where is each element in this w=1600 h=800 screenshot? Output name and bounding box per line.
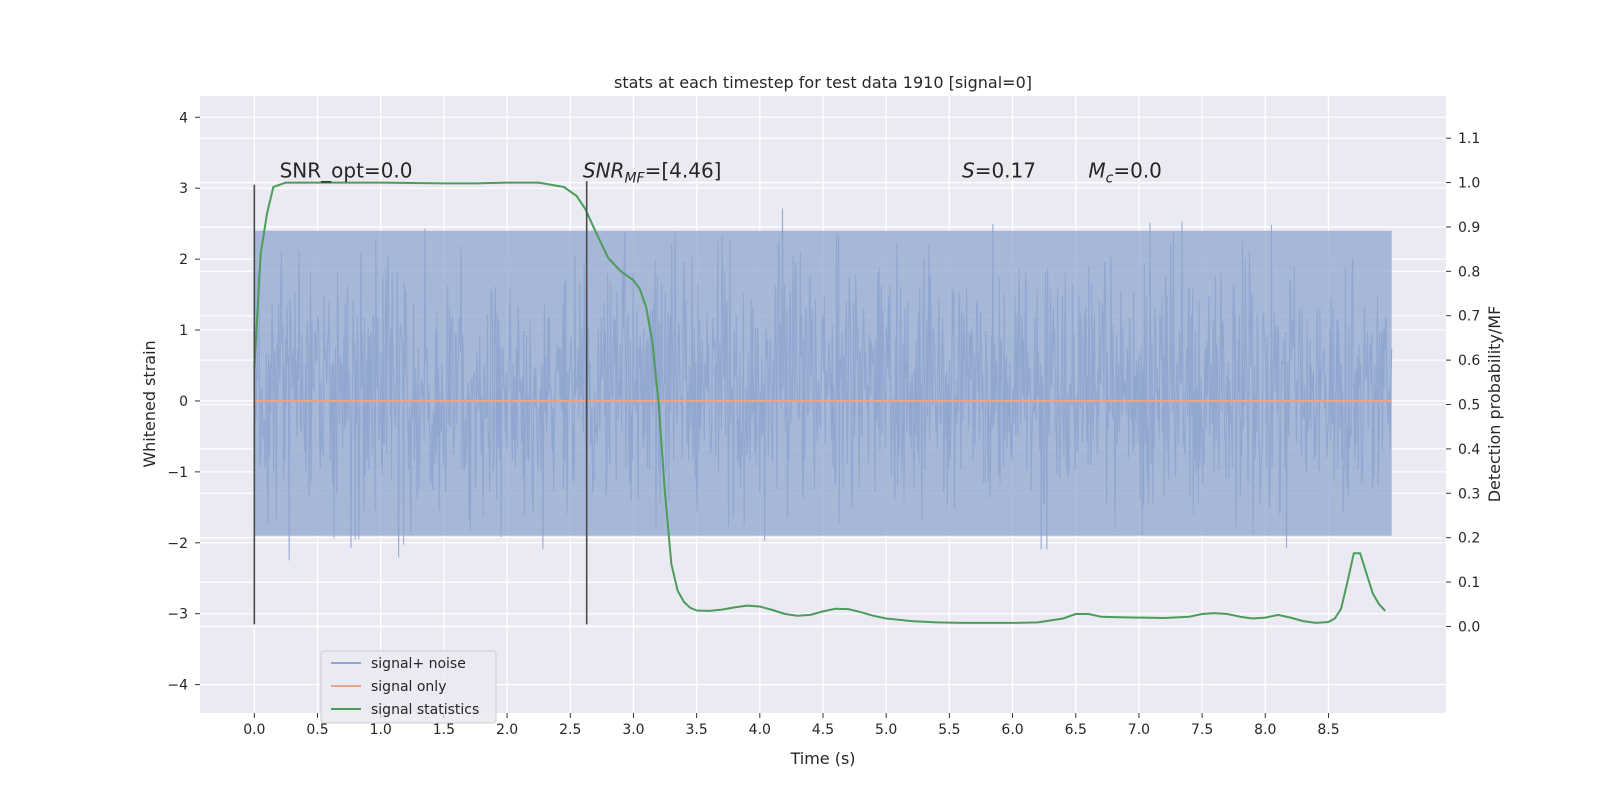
x-tick-label: 2.5 (559, 722, 581, 738)
annotation-0: SNR_opt=0.0 (280, 159, 413, 183)
y-tick-label: −1 (167, 465, 188, 481)
y2-tick-label: 0.3 (1458, 486, 1480, 502)
x-tick-label: 4.5 (812, 722, 834, 738)
y2-tick-label: 0.5 (1458, 398, 1480, 414)
legend-label-signal-statistics: signal statistics (371, 702, 479, 718)
y-tick-label: 3 (179, 181, 188, 197)
y2-tick-label: 0.0 (1458, 619, 1480, 635)
annotations: SNR_opt=0.0 SNRMF=[4.46] S=0.17 Mc=0.0 (280, 159, 1162, 187)
signal-statistics-line (253, 181, 1387, 624)
legend-box (320, 650, 497, 724)
y-tick-label: −2 (167, 536, 188, 552)
x-tick-label: 8.5 (1317, 722, 1339, 738)
y-tick-label: −3 (167, 607, 188, 623)
x-tick-label: 1.0 (370, 722, 392, 738)
signal-noise-series (253, 208, 1393, 561)
annotation-1: SNRMF=[4.46] (583, 159, 722, 187)
x-tick-label: 0.5 (306, 722, 328, 738)
y2-tick-label: 0.8 (1458, 264, 1480, 280)
annotation-2: S=0.17 (962, 159, 1036, 183)
y-tick-label: −4 (167, 678, 188, 694)
x-tick-label: 6.5 (1065, 722, 1087, 738)
x-tick-label: 8.0 (1254, 722, 1276, 738)
y2-tick-label: 1.1 (1458, 131, 1480, 147)
x-tick-label: 3.0 (622, 722, 644, 738)
y-tick-label: 4 (179, 110, 188, 126)
y2-tick-label: 0.9 (1458, 220, 1480, 236)
y-tick-label: 0 (179, 394, 188, 410)
x-tick-label: 5.0 (875, 722, 897, 738)
x-tick-label: 0.0 (243, 722, 265, 738)
y-tick-label: 1 (179, 323, 188, 339)
signal-noise-line (253, 208, 1393, 561)
x-tick-label: 2.0 (496, 722, 518, 738)
x-tick-label: 5.5 (938, 722, 960, 738)
x-tick-label: 7.5 (1191, 722, 1213, 738)
annotation-3: Mc=0.0 (1088, 159, 1162, 187)
x-axis-label: Time (s) (789, 749, 855, 768)
y2-axis-label: Detection probability/MF (1485, 306, 1504, 503)
vertical-lines (253, 181, 588, 625)
legend: signal+ noise signal only signal statist… (320, 650, 497, 724)
chart-title: stats at each timestep for test data 191… (614, 73, 1032, 92)
y-axis-label: Whitened strain (140, 340, 159, 467)
y2-tick-label: 0.7 (1458, 309, 1480, 325)
x-tick-label: 1.5 (433, 722, 455, 738)
x-tick-label: 7.0 (1128, 722, 1150, 738)
x-tick-label: 4.0 (749, 722, 771, 738)
y-tick-label: 2 (179, 252, 188, 268)
line-series (253, 181, 1392, 624)
y2-tick-label: 0.4 (1458, 442, 1480, 458)
y2-tick-label: 0.1 (1458, 575, 1480, 591)
tick-labels: 0.0 0.5 1.0 1.5 2.0 2.5 3.0 3.5 4.0 4.5 5.0 5.5 6.0 6… (167, 110, 1480, 738)
y2-tick-label: 1.0 (1458, 176, 1480, 192)
legend-label-signal-only: signal only (371, 679, 446, 695)
x-tick-label: 6.0 (1001, 722, 1023, 738)
y2-tick-label: 0.2 (1458, 531, 1480, 547)
y2-tick-label: 0.6 (1458, 353, 1480, 369)
x-tick-label: 3.5 (685, 722, 707, 738)
legend-label-signal-noise: signal+ noise (371, 656, 466, 672)
